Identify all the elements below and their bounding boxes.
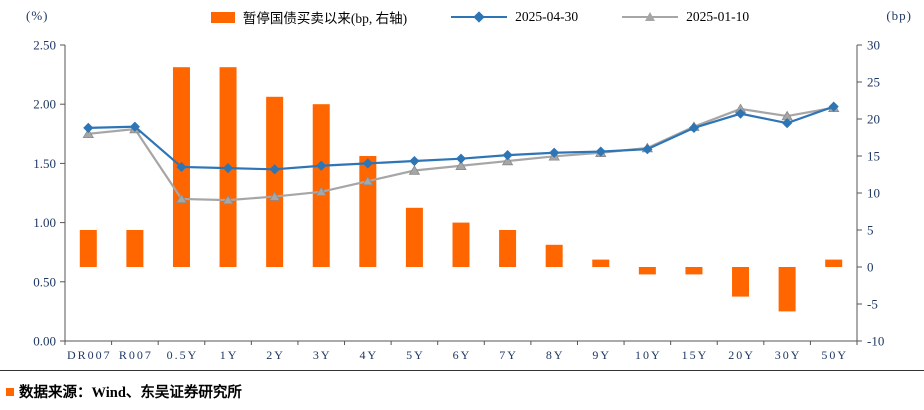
- left-axis-tick-label: 1.50: [33, 156, 56, 171]
- bar-10Y: [638, 267, 656, 275]
- x-category-label: 6Y: [453, 348, 472, 362]
- right-axis-unit-label: (bp): [886, 8, 912, 23]
- left-axis-tick-label: 0.00: [33, 334, 56, 349]
- diamond-marker: [502, 150, 513, 161]
- right-axis-tick-label: 10: [867, 186, 880, 201]
- x-category-label: 4Y: [359, 348, 378, 362]
- bar-4Y: [359, 156, 377, 267]
- diamond-marker: [362, 158, 373, 169]
- triangle-marker: [82, 128, 94, 139]
- bar-8Y: [545, 244, 563, 267]
- legend-label-bar-series: 暂停国债买卖以来(bp, 右轴): [242, 11, 408, 26]
- legend-item-2025-04-30[interactable]: 2025-04-30: [451, 9, 578, 25]
- x-category-label: 7Y: [499, 348, 518, 362]
- bar-DR007: [79, 230, 97, 267]
- x-category-label: 2Y: [266, 348, 285, 362]
- bar-5Y: [405, 207, 423, 267]
- triangle-marker: [268, 191, 281, 201]
- diamond-marker: [782, 118, 793, 129]
- blue-line-swatch-icon: [451, 11, 508, 23]
- triangle-marker: [315, 186, 327, 197]
- bar-3Y: [312, 104, 330, 267]
- diamond-marker: [409, 155, 420, 167]
- diamond-marker: [222, 163, 234, 174]
- triangle-marker: [455, 160, 467, 170]
- legend: 暂停国债买卖以来(bp, 右轴) 2025-04-30 2025-01-10: [18, 7, 924, 27]
- x-category-label: 9Y: [592, 348, 611, 362]
- right-axis-tick-label: -5: [867, 297, 878, 312]
- diamond-marker: [83, 122, 94, 133]
- right-axis-tick-label: -10: [867, 334, 884, 349]
- right-axis-tick-label: 20: [867, 112, 880, 127]
- legend-item-bar-series[interactable]: 暂停国债买卖以来(bp, 右轴): [210, 7, 408, 27]
- gray-line-swatch-icon: [622, 11, 679, 21]
- right-axis-tick-label: 0: [867, 260, 874, 275]
- right-axis-tick-label: 15: [867, 149, 880, 164]
- x-category-label: 3Y: [313, 348, 332, 362]
- triangle-marker-icon: [645, 11, 656, 21]
- bar-9Y: [592, 259, 610, 267]
- left-axis-tick-label: 2.50: [33, 38, 56, 53]
- x-category-label: 10Y: [635, 348, 662, 362]
- triangle-marker: [222, 194, 234, 205]
- right-axis-tick-label: 5: [867, 223, 874, 238]
- triangle-marker: [362, 175, 374, 186]
- triangle-marker: [408, 165, 421, 175]
- source-note: 数据来源：Wind、东吴证券研究所: [19, 385, 242, 401]
- x-category-label: 50Y: [821, 348, 848, 362]
- bar-6Y: [452, 222, 470, 267]
- bar-50Y: [825, 259, 843, 267]
- bar-30Y: [778, 267, 796, 312]
- left-axis-tick-label: 2.00: [33, 97, 56, 112]
- x-category-label: 8Y: [546, 348, 565, 362]
- left-axis-tick-label: 1.00: [33, 215, 56, 230]
- footer-divider: [0, 370, 924, 371]
- bar-R007: [126, 230, 144, 267]
- diamond-marker: [176, 161, 187, 173]
- x-category-label: R007: [119, 348, 153, 362]
- left-axis-unit-label: (%): [26, 8, 49, 23]
- legend-label-2025-04-30: 2025-04-30: [515, 9, 579, 24]
- left-axis-tick-label: 0.50: [33, 274, 56, 289]
- triangle-marker: [175, 193, 188, 204]
- x-category-label: 20Y: [728, 348, 755, 362]
- legend-label-2025-01-10: 2025-01-10: [686, 9, 750, 24]
- yield-curve-combo-chart: 0.00 0.50 1.00 1.50 2.00 2.50 -10 -5 0 5 10 15 20 25 3…: [33, 38, 884, 363]
- source-bullet-icon: [6, 387, 14, 396]
- right-axis-tick-label: 30: [867, 38, 880, 53]
- bar-swatch-icon: [210, 11, 235, 23]
- bar-20Y: [732, 267, 750, 297]
- x-category-label: 5Y: [406, 348, 425, 362]
- bar-15Y: [685, 267, 703, 275]
- diamond-marker: [455, 153, 467, 164]
- x-category-label: 30Y: [775, 348, 802, 362]
- x-category-label: 0.5Y: [167, 348, 199, 362]
- triangle-marker: [501, 155, 514, 166]
- bar-2Y: [266, 96, 284, 267]
- x-category-label: DR007: [67, 348, 112, 362]
- diamond-marker: [735, 108, 746, 119]
- source-line: 数据来源：Wind、东吴证券研究所: [6, 381, 242, 402]
- right-axis-tick-label: 25: [867, 75, 880, 90]
- legend-item-2025-01-10[interactable]: 2025-01-10: [622, 9, 749, 25]
- x-category-label: 15Y: [682, 348, 709, 362]
- diamond-marker: [129, 121, 140, 132]
- x-category-label: 1Y: [220, 348, 239, 362]
- bar-7Y: [499, 230, 517, 267]
